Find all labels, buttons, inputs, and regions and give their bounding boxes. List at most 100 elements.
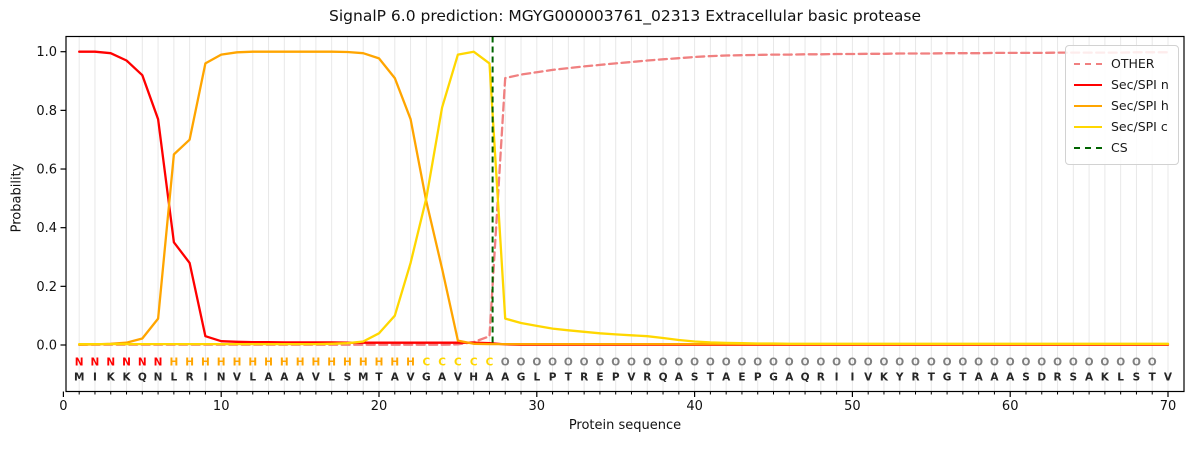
x-axis-ticks: 0 10 20 30 40 50 60 70 — [59, 391, 1176, 414]
sequence-letter: G — [517, 372, 526, 384]
region-letter: N — [122, 357, 131, 369]
sequence-letter: I — [850, 372, 854, 384]
sequence-letter: T — [959, 372, 967, 384]
region-letter: H — [327, 357, 336, 369]
sequence-letter: P — [549, 372, 557, 384]
legend-item-other: OTHER — [1074, 53, 1169, 74]
y-tick-label: 0.4 — [36, 221, 57, 236]
sequence-letter: R — [911, 372, 919, 384]
x-tick-label: 20 — [371, 399, 388, 414]
sequence-letter: A — [391, 372, 400, 384]
region-letter: O — [1148, 357, 1157, 369]
region-letter: H — [248, 357, 257, 369]
region-letter: O — [927, 357, 936, 369]
region-letter: O — [974, 357, 983, 369]
axes-frame — [65, 35, 1185, 393]
region-letter: H — [390, 357, 399, 369]
region-letter: O — [580, 357, 589, 369]
region-letter: O — [517, 357, 526, 369]
sequence-letter: K — [880, 372, 889, 384]
region-letter: O — [595, 357, 604, 369]
region-letter: O — [864, 357, 873, 369]
sequence-letter: L — [1117, 372, 1124, 384]
sequence-letter: R — [186, 372, 194, 384]
sequence-letter: E — [596, 372, 603, 384]
sequence-letter: S — [691, 372, 699, 384]
region-letter: C — [422, 357, 430, 369]
sequence-letter: A — [990, 372, 999, 384]
region-letter: H — [359, 357, 368, 369]
sequence-letter: R — [643, 372, 651, 384]
sequence-letter: Q — [659, 372, 668, 384]
region-letter: O — [501, 357, 510, 369]
region-letter: O — [532, 357, 541, 369]
sequence-letter: A — [675, 372, 684, 384]
sequence-letter: A — [280, 372, 289, 384]
sequence-letter: T — [1149, 372, 1157, 384]
region-letter: O — [548, 357, 557, 369]
legend: OTHER Sec/SPI n Sec/SPI h Sec/SPI c CS — [1065, 45, 1179, 165]
region-letter: O — [879, 357, 888, 369]
sequence-letter: A — [501, 372, 510, 384]
region-letter: O — [769, 357, 778, 369]
x-tick-label: 50 — [844, 399, 861, 414]
legend-line-swatch — [1074, 104, 1102, 107]
sequence-letter: N — [217, 372, 226, 384]
region-letter: H — [406, 357, 415, 369]
region-letter: H — [280, 357, 289, 369]
region-letter: O — [911, 357, 920, 369]
y-tick-label: 1.0 — [36, 45, 57, 60]
sequence-letter: V — [406, 372, 415, 384]
x-tick-label: 60 — [1002, 399, 1019, 414]
gridlines — [78, 36, 1169, 392]
sequence-letter: R — [580, 372, 588, 384]
sequence-letter: S — [344, 372, 352, 384]
region-letter: O — [801, 357, 810, 369]
region-letter: N — [106, 357, 115, 369]
legend-line-swatch — [1074, 146, 1102, 149]
region-letter: O — [832, 357, 841, 369]
region-letter: O — [674, 357, 683, 369]
series-line-other — [78, 51, 1170, 346]
legend-line-swatch — [1074, 83, 1102, 86]
legend-label: Sec/SPI h — [1111, 98, 1169, 113]
sequence-letter: I — [203, 372, 207, 384]
region-letter: O — [1116, 357, 1125, 369]
sequence-letter: Y — [895, 372, 904, 384]
sequence-letter: A — [438, 372, 447, 384]
region-letter: O — [690, 357, 699, 369]
region-letter: O — [990, 357, 999, 369]
sequence-letter: P — [612, 372, 620, 384]
region-letter: C — [486, 357, 494, 369]
region-letter: O — [958, 357, 967, 369]
region-letter: O — [706, 357, 715, 369]
region-letter: O — [753, 357, 762, 369]
region-letter: H — [296, 357, 305, 369]
region-letter: H — [311, 357, 320, 369]
sequence-letter: T — [707, 372, 715, 384]
sequence-letter: G — [943, 372, 952, 384]
y-tick-label: 0.2 — [36, 280, 57, 295]
x-tick-label: 40 — [686, 399, 703, 414]
x-tick-label: 0 — [59, 399, 67, 414]
region-letter: O — [627, 357, 636, 369]
sequence-letter: Q — [801, 372, 810, 384]
region-letter: H — [343, 357, 352, 369]
y-tick-label: 0.8 — [36, 104, 57, 119]
sequence-letter: L — [249, 372, 256, 384]
series-line-sec-spi-n — [78, 50, 1170, 346]
region-letter: O — [564, 357, 573, 369]
region-letter: N — [154, 357, 163, 369]
sequence-letter: V — [864, 372, 873, 384]
sequence-letter: I — [93, 372, 97, 384]
series-curves — [78, 50, 1170, 346]
series-line-sec-spi-c — [78, 50, 1170, 346]
sequence-letter: K — [122, 372, 131, 384]
sequence-letter: T — [928, 372, 936, 384]
sequence-letter: V — [454, 372, 463, 384]
region-letter: O — [1069, 357, 1078, 369]
region-letter: C — [438, 357, 446, 369]
